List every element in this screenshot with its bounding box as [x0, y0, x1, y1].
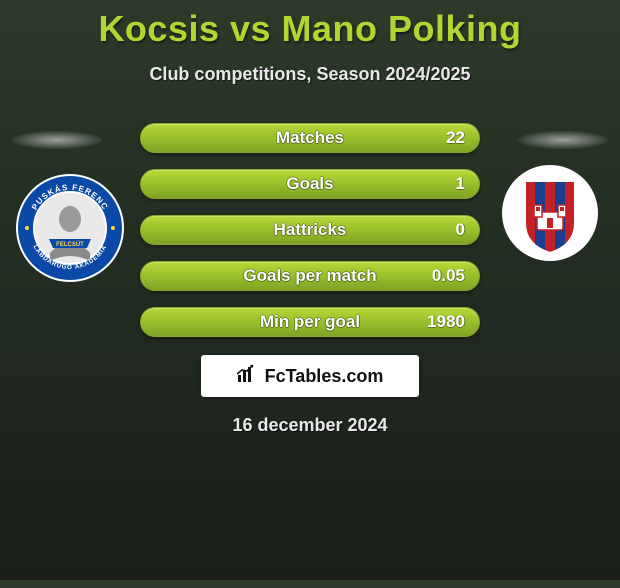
comparison-panel: FELCSÚT PUSKÁS FERENC LABDARÚGÓ AKADÉMIA [0, 123, 620, 337]
team-right-badge [500, 163, 600, 263]
stat-row-goals-per-match: Goals per match 0.05 [140, 261, 480, 291]
page-title: Kocsis vs Mano Polking [0, 8, 620, 50]
stat-row-hattricks: Hattricks 0 [140, 215, 480, 245]
stat-row-goals: Goals 1 [140, 169, 480, 199]
footer-date: 16 december 2024 [0, 415, 620, 436]
brand-box: FcTables.com [201, 355, 419, 397]
stats-bars: Matches 22 Goals 1 Hattricks 0 Goals per… [140, 123, 480, 337]
brand-logo: FcTables.com [237, 365, 384, 388]
team-right-shadow [518, 131, 608, 149]
stat-row-min-per-goal: Min per goal 1980 [140, 307, 480, 337]
stat-value: 1 [456, 170, 465, 198]
stat-value: 22 [446, 124, 465, 152]
stat-value: 1980 [427, 308, 465, 336]
team-left-badge: FELCSÚT PUSKÁS FERENC LABDARÚGÓ AKADÉMIA [15, 173, 125, 283]
page-subtitle: Club competitions, Season 2024/2025 [0, 64, 620, 85]
stat-row-matches: Matches 22 [140, 123, 480, 153]
stat-value: 0.05 [432, 262, 465, 290]
bar-chart-icon [237, 365, 259, 388]
stat-value: 0 [456, 216, 465, 244]
team-left-shadow [12, 131, 102, 149]
stat-label: Matches [141, 124, 479, 152]
stat-label: Hattricks [141, 216, 479, 244]
brand-text: FcTables.com [265, 366, 384, 387]
badge-left-center-text: FELCSÚT [56, 241, 84, 248]
stat-label: Goals [141, 170, 479, 198]
stat-label: Goals per match [141, 262, 479, 290]
